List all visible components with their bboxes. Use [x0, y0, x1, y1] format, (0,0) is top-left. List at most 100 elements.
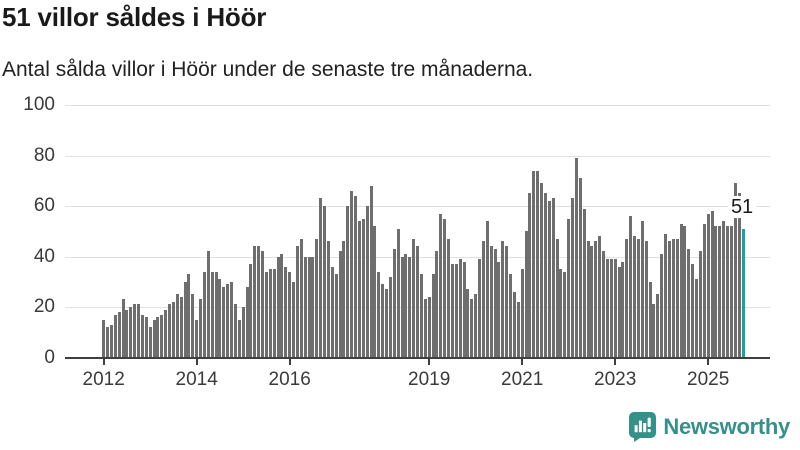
bar [695, 279, 699, 358]
x-axis-tick [288, 359, 291, 365]
bar [644, 241, 648, 358]
bar [648, 281, 652, 358]
bar [183, 281, 187, 358]
bar [667, 241, 671, 358]
bar [435, 251, 439, 358]
bar [230, 281, 234, 358]
bar [206, 251, 210, 358]
bar [361, 218, 365, 358]
x-axis-tick [428, 359, 431, 365]
bar [369, 185, 373, 358]
bar [268, 269, 272, 358]
bar [412, 238, 416, 358]
bar [454, 264, 458, 358]
bar [594, 241, 598, 358]
bar [179, 296, 183, 358]
bar [148, 327, 152, 358]
bar [551, 198, 555, 358]
bar [373, 226, 377, 358]
bar [470, 299, 474, 358]
bar [129, 307, 133, 358]
bar [249, 264, 253, 358]
bar [605, 259, 609, 358]
bar [718, 226, 722, 358]
bar [342, 241, 346, 358]
bar [675, 238, 679, 358]
bar [458, 259, 462, 358]
bar [140, 314, 144, 358]
bar [729, 226, 733, 358]
bar [160, 314, 164, 358]
x-axis-tick [614, 359, 617, 365]
bar [334, 274, 338, 358]
bar [691, 264, 695, 358]
y-axis-tick-label: 0 [44, 346, 55, 368]
gridline [65, 155, 770, 157]
bar [474, 294, 478, 358]
bar [264, 271, 268, 358]
x-axis-tick [521, 359, 524, 365]
bar [365, 206, 369, 358]
bar [121, 299, 125, 358]
bar [195, 319, 199, 358]
highlight-value-label: 51 [727, 195, 757, 218]
bar [202, 271, 206, 358]
bar [629, 216, 633, 358]
bar [555, 238, 559, 358]
bar [408, 256, 412, 358]
bar [532, 170, 536, 358]
bar [241, 307, 245, 358]
bar [381, 284, 385, 358]
bar [284, 266, 288, 358]
chart-subtitle: Antal sålda villor i Höör under de senas… [2, 58, 534, 81]
x-axis-tick-label: 2021 [501, 368, 544, 390]
x-axis-tick-label: 2014 [175, 368, 218, 390]
x-axis-tick [102, 359, 105, 365]
bar [396, 228, 400, 358]
bar [245, 286, 249, 358]
bar [481, 241, 485, 358]
newsworthy-wordmark: Newsworthy [663, 414, 790, 439]
bar [652, 304, 656, 358]
bar [187, 274, 191, 358]
bar [303, 256, 307, 358]
newsworthy-chart-bubble-icon [629, 412, 657, 442]
bar [357, 221, 361, 358]
bar [524, 231, 528, 358]
bar [478, 259, 482, 358]
bar [621, 261, 625, 358]
bar [226, 284, 230, 358]
newsworthy-logo: Newsworthy [629, 412, 790, 442]
page-title: 51 villor såldes i Höör [2, 2, 267, 32]
bar [311, 256, 315, 358]
bar [536, 170, 540, 358]
highlighted-bar [741, 228, 745, 358]
bar [636, 238, 640, 358]
bar [501, 241, 505, 358]
gridline [65, 206, 770, 207]
bar [175, 294, 179, 358]
x-axis-tick-label: 2019 [408, 368, 451, 390]
bar [133, 304, 137, 358]
bar [106, 327, 110, 358]
bar [578, 178, 582, 358]
bar [586, 241, 590, 358]
bar [613, 259, 617, 358]
bar [722, 221, 726, 358]
bar [706, 213, 710, 358]
x-axis-tick-label: 2012 [82, 368, 125, 390]
bar [559, 269, 563, 358]
bar [660, 253, 664, 358]
bar [609, 259, 613, 358]
bar [191, 294, 195, 358]
bar [520, 269, 524, 358]
bar [295, 246, 299, 358]
x-axis-tick-label: 2016 [268, 368, 311, 390]
bar [710, 211, 714, 358]
bar [574, 158, 578, 358]
bar [400, 256, 404, 358]
bar [726, 226, 730, 358]
bar [346, 206, 350, 358]
bar [617, 266, 621, 358]
